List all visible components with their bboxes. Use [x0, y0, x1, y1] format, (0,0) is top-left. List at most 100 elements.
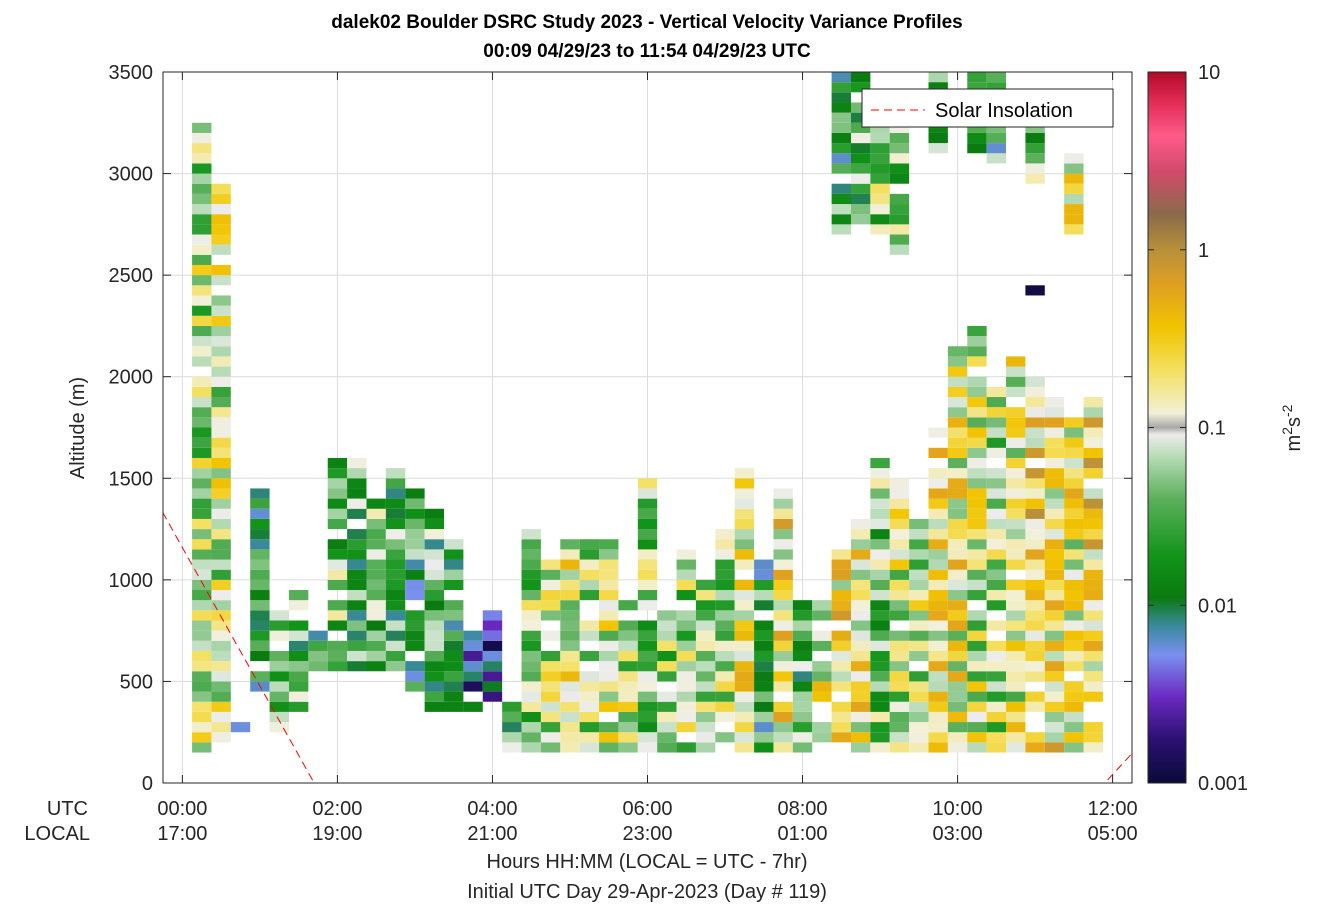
variance-cell [192, 620, 212, 631]
variance-cell [1044, 610, 1065, 621]
variance-cell [192, 356, 212, 367]
y-tick-label: 2500 [109, 265, 154, 287]
variance-cell [192, 691, 212, 702]
variance-cell [967, 640, 987, 651]
variance-cell [812, 661, 832, 672]
variance-cell [1044, 701, 1065, 712]
variance-cell [850, 153, 871, 164]
colorbar: 0.001 0.01 0.1 1 10 m2s-2 [1147, 62, 1305, 795]
variance-cell [870, 539, 890, 550]
variance-cell [327, 468, 348, 479]
variance-cell [192, 122, 212, 133]
variance-cell [1044, 447, 1065, 458]
variance-cell [909, 711, 929, 723]
variance-cell [637, 620, 658, 631]
variance-cell [347, 478, 367, 489]
variance-cell [676, 681, 696, 692]
variance-cell [986, 539, 1007, 550]
variance-cell [754, 579, 774, 591]
variance-cell [850, 590, 871, 601]
variance-cell [211, 193, 231, 205]
variance-cell [560, 600, 580, 611]
variance-cell [463, 701, 483, 712]
variance-cell [521, 732, 541, 743]
variance-cell [850, 539, 871, 550]
variance-cell [1064, 193, 1084, 205]
variance-cell [1025, 701, 1045, 712]
variance-cell [870, 600, 890, 611]
variance-cell [385, 630, 406, 641]
variance-cell [831, 214, 851, 225]
variance-cell [715, 691, 735, 702]
variance-cell [986, 447, 1007, 458]
variance-cell [366, 529, 386, 540]
variance-cell [947, 518, 968, 530]
variance-cell [773, 488, 793, 499]
variance-cell [1006, 539, 1026, 550]
variance-cell [754, 559, 774, 570]
variance-cell [831, 224, 851, 235]
variance-cell [1006, 508, 1026, 519]
variance-cell [1064, 468, 1084, 479]
variance-cell [947, 417, 968, 428]
variance-cell [1064, 579, 1084, 591]
variance-cell [928, 529, 948, 540]
variance-cell [211, 610, 231, 621]
variance-cell [521, 630, 541, 641]
variance-cell [540, 722, 561, 733]
variance-cell [986, 153, 1007, 164]
variance-cell [850, 183, 871, 194]
variance-cell [1064, 417, 1084, 428]
variance-cell [947, 447, 968, 458]
variance-cell [1025, 386, 1045, 398]
variance-cell [521, 559, 541, 570]
variance-cell [754, 650, 774, 662]
variance-cell [986, 468, 1007, 479]
variance-cell [560, 569, 580, 580]
variance-cell [967, 691, 987, 702]
variance-cell [1064, 204, 1084, 215]
variance-cell [637, 600, 658, 611]
variance-cell [947, 386, 968, 398]
variance-cell [405, 539, 425, 550]
variance-cell [599, 539, 619, 550]
variance-cell [1044, 691, 1065, 702]
variance-cell [657, 742, 677, 753]
variance-cell [521, 742, 541, 753]
variance-cell [1083, 640, 1103, 651]
variance-cell [618, 742, 638, 753]
variance-cell [986, 711, 1007, 723]
utc-row-label: UTC [47, 798, 88, 820]
variance-cell [947, 407, 968, 418]
variance-cell [850, 722, 871, 733]
variance-cell [637, 701, 658, 712]
variance-cell [695, 701, 716, 712]
variance-cell [1064, 488, 1084, 499]
variance-cell [928, 650, 948, 662]
variance-cell [734, 600, 755, 611]
variance-cell [657, 650, 677, 662]
variance-cell [947, 711, 968, 723]
variance-cell [540, 742, 561, 753]
variance-cell [850, 701, 871, 712]
variance-cell [521, 671, 541, 682]
variance-cell [405, 681, 425, 692]
variance-cell [192, 295, 212, 306]
variance-cell [1083, 417, 1103, 428]
variance-cell [211, 244, 231, 255]
variance-cell [1083, 508, 1103, 519]
variance-cell [773, 498, 793, 509]
variance-cell [947, 539, 968, 550]
variance-cell [1025, 732, 1045, 743]
variance-cell [889, 711, 910, 723]
variance-cell [327, 478, 348, 489]
variance-cell [986, 427, 1007, 438]
variance-cell [579, 559, 600, 570]
variance-cell [599, 600, 619, 611]
variance-cell [327, 661, 348, 672]
variance-cell [1064, 518, 1084, 530]
variance-cell [599, 630, 619, 641]
variance-cell [831, 600, 851, 611]
variance-cell [889, 478, 910, 489]
variance-cell [250, 559, 270, 570]
